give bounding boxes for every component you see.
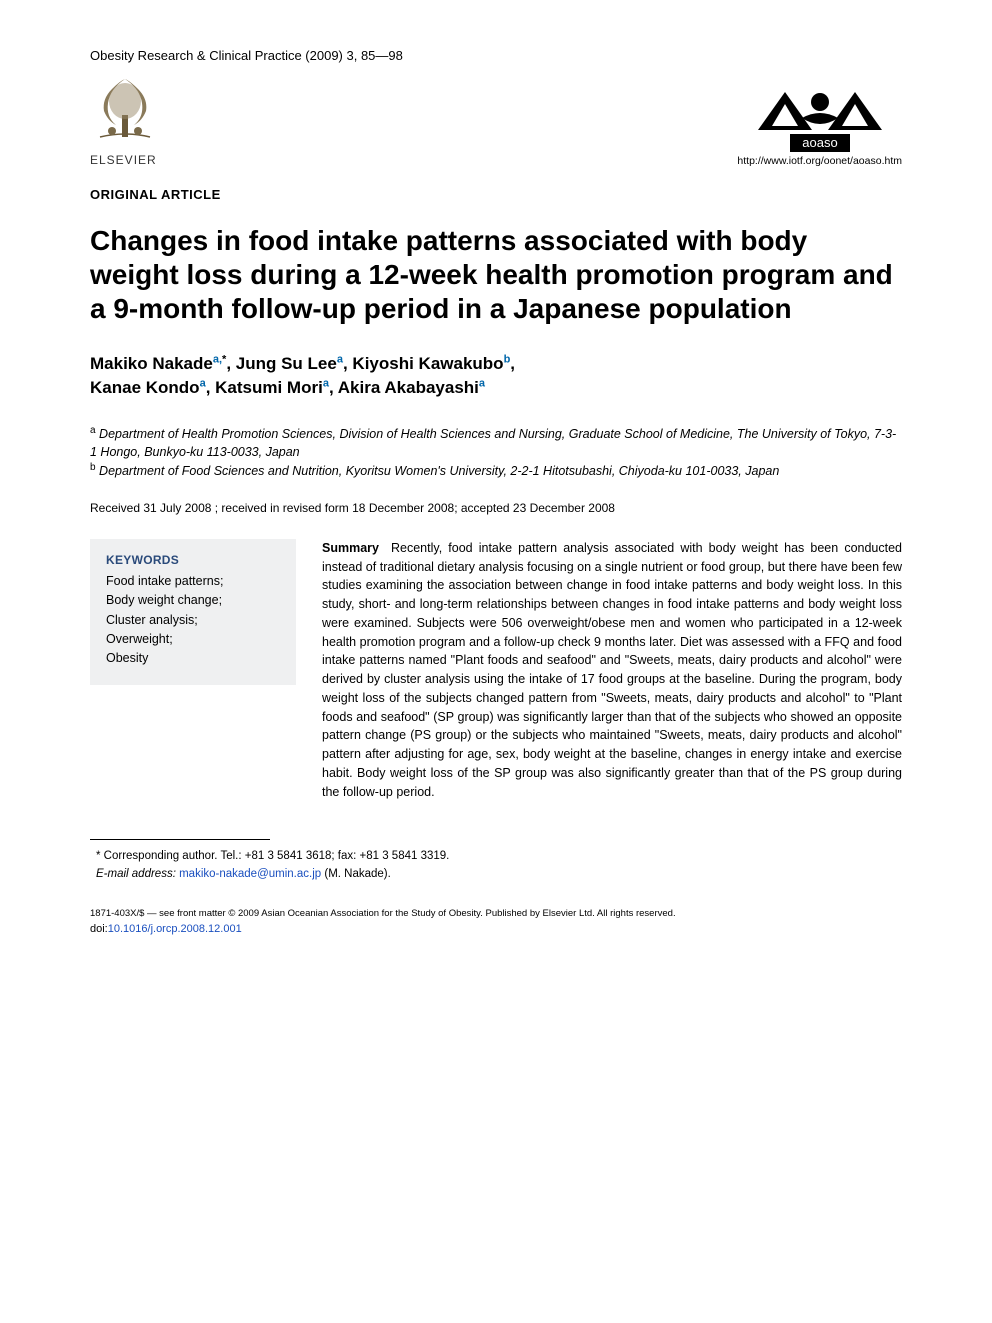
elsevier-logo-block: ELSEVIER (90, 71, 160, 167)
keyword: Food intake patterns; (106, 572, 280, 591)
email-tail: (M. Nakade). (321, 868, 391, 880)
author-affil-sup: a (323, 378, 329, 390)
doi-link[interactable]: 10.1016/j.orcp.2008.12.001 (108, 923, 242, 935)
article-type: ORIGINAL ARTICLE (90, 187, 902, 202)
aoaso-url[interactable]: http://www.iotf.org/oonet/aoaso.htm (737, 155, 902, 167)
article-title: Changes in food intake patterns associat… (90, 224, 902, 326)
keyword: Body weight change; (106, 591, 280, 610)
author: Makiko Nakade (90, 354, 213, 373)
affiliation-b: b Department of Food Sciences and Nutrit… (90, 461, 902, 480)
keyword: Cluster analysis; (106, 611, 280, 630)
author: Kanae Kondo (90, 378, 200, 397)
doi-line: doi:10.1016/j.orcp.2008.12.001 (90, 923, 902, 935)
footnote-rule (90, 839, 270, 848)
author-affil-sup: a (200, 378, 206, 390)
affiliations: a Department of Health Promotion Science… (90, 424, 902, 481)
author: Katsumi Mori (215, 378, 323, 397)
author-affil-sup: a (337, 354, 343, 366)
email-label: E-mail address: (96, 868, 176, 880)
author: Kiyoshi Kawakubo (352, 354, 503, 373)
doi-label: doi: (90, 923, 108, 935)
svg-text:aoaso: aoaso (802, 135, 837, 150)
abstract-label: Summary (322, 541, 379, 555)
affiliation-a: a Department of Health Promotion Science… (90, 424, 902, 461)
copyright-line: 1871-403X/$ — see front matter © 2009 As… (90, 907, 902, 921)
corresponding-author-note: * Corresponding author. Tel.: +81 3 5841… (104, 848, 902, 865)
journal-reference: Obesity Research & Clinical Practice (20… (90, 48, 403, 63)
abstract: SummaryRecently, food intake pattern ana… (322, 539, 902, 802)
aoaso-logo-block: aoaso http://www.iotf.org/oonet/aoaso.ht… (737, 90, 902, 167)
aoaso-logo-icon: aoaso (750, 90, 890, 152)
email-line: E-mail address: makiko-nakade@umin.ac.jp… (104, 866, 902, 883)
elsevier-label: ELSEVIER (90, 153, 157, 167)
keywords-box: KEYWORDS Food intake patterns; Body weig… (90, 539, 296, 685)
article-dates: Received 31 July 2008 ; received in revi… (90, 501, 902, 515)
elsevier-tree-icon (90, 71, 160, 149)
keyword: Overweight; (106, 630, 280, 649)
author-affil-sup: b (504, 354, 511, 366)
corresponding-star: * (222, 354, 226, 366)
keywords-heading: KEYWORDS (106, 553, 280, 567)
author: Jung Su Lee (236, 354, 337, 373)
author-affil-sup: a (479, 378, 485, 390)
author-list: Makiko Nakadea,*, Jung Su Leea, Kiyoshi … (90, 352, 902, 400)
author: Akira Akabayashi (338, 378, 479, 397)
author-email[interactable]: makiko-nakade@umin.ac.jp (179, 868, 321, 880)
keyword: Obesity (106, 649, 280, 668)
author-affil-sup: a, (213, 354, 222, 366)
abstract-text: Recently, food intake pattern analysis a… (322, 541, 902, 799)
